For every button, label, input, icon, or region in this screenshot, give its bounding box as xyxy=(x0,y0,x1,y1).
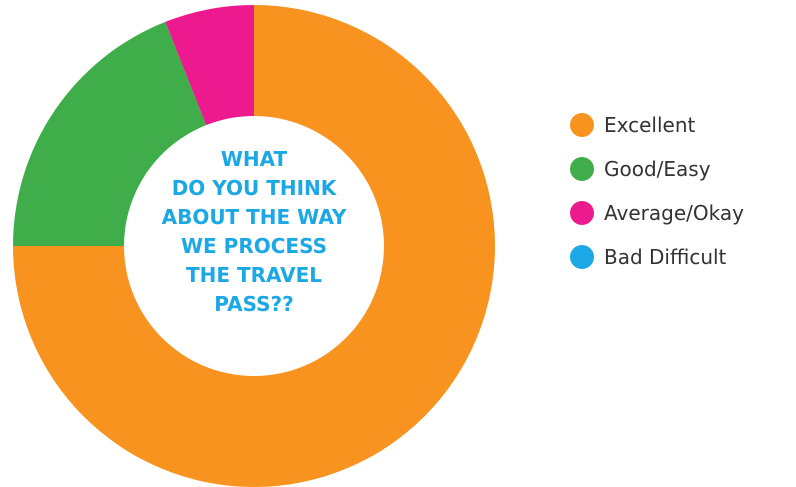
legend-item-good-easy: Good/Easy xyxy=(570,155,744,183)
legend: Excellent Good/Easy Average/Okay Bad Dif… xyxy=(570,111,744,287)
legend-swatch-bad-difficult xyxy=(570,245,594,269)
slice-excellent xyxy=(13,5,495,487)
slice-average-okay xyxy=(165,5,254,126)
chart-title: WHAT DO YOU THINK ABOUT THE WAY WE PROCE… xyxy=(124,145,384,319)
legend-label: Good/Easy xyxy=(604,157,711,181)
legend-swatch-average-okay xyxy=(570,201,594,225)
title-line: DO YOU THINK xyxy=(171,176,337,200)
title-line: PASS?? xyxy=(214,292,294,316)
legend-swatch-good-easy xyxy=(570,157,594,181)
title-line: ABOUT THE WAY xyxy=(161,205,347,229)
title-line: WHAT xyxy=(220,147,288,171)
legend-label: Bad Difficult xyxy=(604,245,727,269)
legend-item-bad-difficult: Bad Difficult xyxy=(570,243,744,271)
donut-slices xyxy=(13,5,495,487)
title-line: THE TRAVEL xyxy=(185,263,323,287)
title-line: WE PROCESS xyxy=(181,234,327,258)
legend-label: Excellent xyxy=(604,113,696,137)
legend-label: Average/Okay xyxy=(604,201,744,225)
slice-good-easy xyxy=(13,21,207,247)
legend-item-average-okay: Average/Okay xyxy=(570,199,744,227)
legend-swatch-excellent xyxy=(570,113,594,137)
legend-item-excellent: Excellent xyxy=(570,111,744,139)
